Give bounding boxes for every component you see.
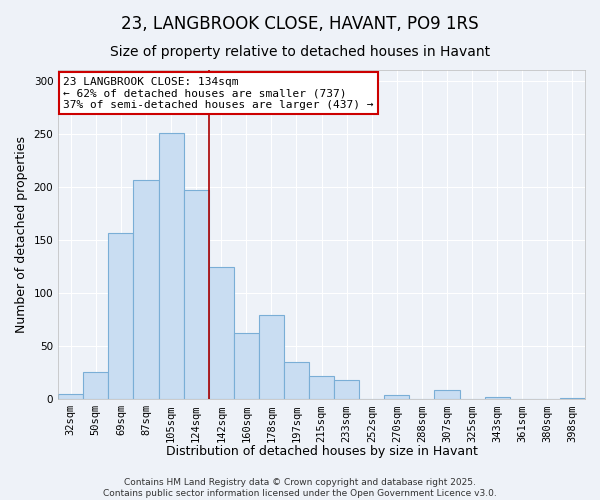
Bar xyxy=(284,362,309,400)
Bar xyxy=(485,397,510,400)
Bar xyxy=(560,398,585,400)
Bar xyxy=(259,316,284,400)
X-axis label: Distribution of detached houses by size in Havant: Distribution of detached houses by size … xyxy=(166,444,478,458)
Bar xyxy=(209,266,234,400)
Bar xyxy=(234,334,259,400)
Y-axis label: Number of detached properties: Number of detached properties xyxy=(15,136,28,333)
Bar xyxy=(334,380,359,400)
Text: Size of property relative to detached houses in Havant: Size of property relative to detached ho… xyxy=(110,45,490,59)
Text: 23, LANGBROOK CLOSE, HAVANT, PO9 1RS: 23, LANGBROOK CLOSE, HAVANT, PO9 1RS xyxy=(121,15,479,33)
Bar xyxy=(184,190,209,400)
Bar xyxy=(109,232,133,400)
Text: Contains HM Land Registry data © Crown copyright and database right 2025.
Contai: Contains HM Land Registry data © Crown c… xyxy=(103,478,497,498)
Text: 23 LANGBROOK CLOSE: 134sqm
← 62% of detached houses are smaller (737)
37% of sem: 23 LANGBROOK CLOSE: 134sqm ← 62% of deta… xyxy=(64,76,374,110)
Bar xyxy=(385,395,409,400)
Bar xyxy=(158,132,184,400)
Bar xyxy=(309,376,334,400)
Bar xyxy=(434,390,460,400)
Bar xyxy=(58,394,83,400)
Bar xyxy=(83,372,109,400)
Bar xyxy=(133,180,158,400)
